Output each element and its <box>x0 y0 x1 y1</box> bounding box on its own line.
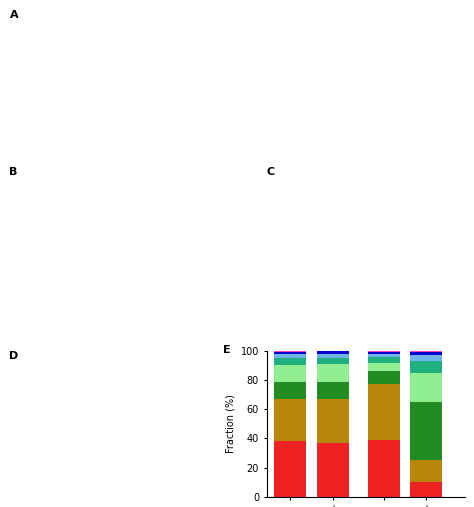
Bar <box>274 442 306 497</box>
Bar <box>410 402 442 460</box>
Bar <box>274 351 306 352</box>
Bar <box>410 482 442 497</box>
Y-axis label: Fraction (%): Fraction (%) <box>225 394 235 453</box>
Bar <box>410 352 442 355</box>
Bar <box>317 364 348 381</box>
Bar <box>274 354 306 358</box>
Bar <box>410 460 442 482</box>
Bar <box>274 366 306 381</box>
Bar <box>368 371 400 384</box>
Bar <box>317 443 348 497</box>
Bar <box>368 354 400 357</box>
Bar <box>410 355 442 361</box>
Text: E: E <box>223 345 231 355</box>
Text: A: A <box>9 10 18 20</box>
Bar <box>317 354 348 358</box>
Bar <box>317 381 348 399</box>
Bar <box>317 351 348 354</box>
Bar <box>368 384 400 440</box>
Bar <box>317 358 348 364</box>
Bar <box>368 440 400 497</box>
Bar <box>368 363 400 371</box>
Bar <box>368 351 400 352</box>
Bar <box>410 373 442 402</box>
Bar <box>274 381 306 399</box>
Bar <box>410 361 442 373</box>
Bar <box>317 399 348 443</box>
Bar <box>274 399 306 442</box>
Bar <box>368 352 400 354</box>
Bar <box>368 357 400 363</box>
Bar <box>410 351 442 352</box>
Bar <box>274 352 306 354</box>
Text: D: D <box>9 351 19 361</box>
Text: C: C <box>267 167 275 176</box>
Legend: 0, 1, 2, 3, 4, 5, 6, 7: 0, 1, 2, 3, 4, 5, 6, 7 <box>473 352 474 464</box>
Text: B: B <box>9 167 18 176</box>
Bar <box>274 358 306 366</box>
